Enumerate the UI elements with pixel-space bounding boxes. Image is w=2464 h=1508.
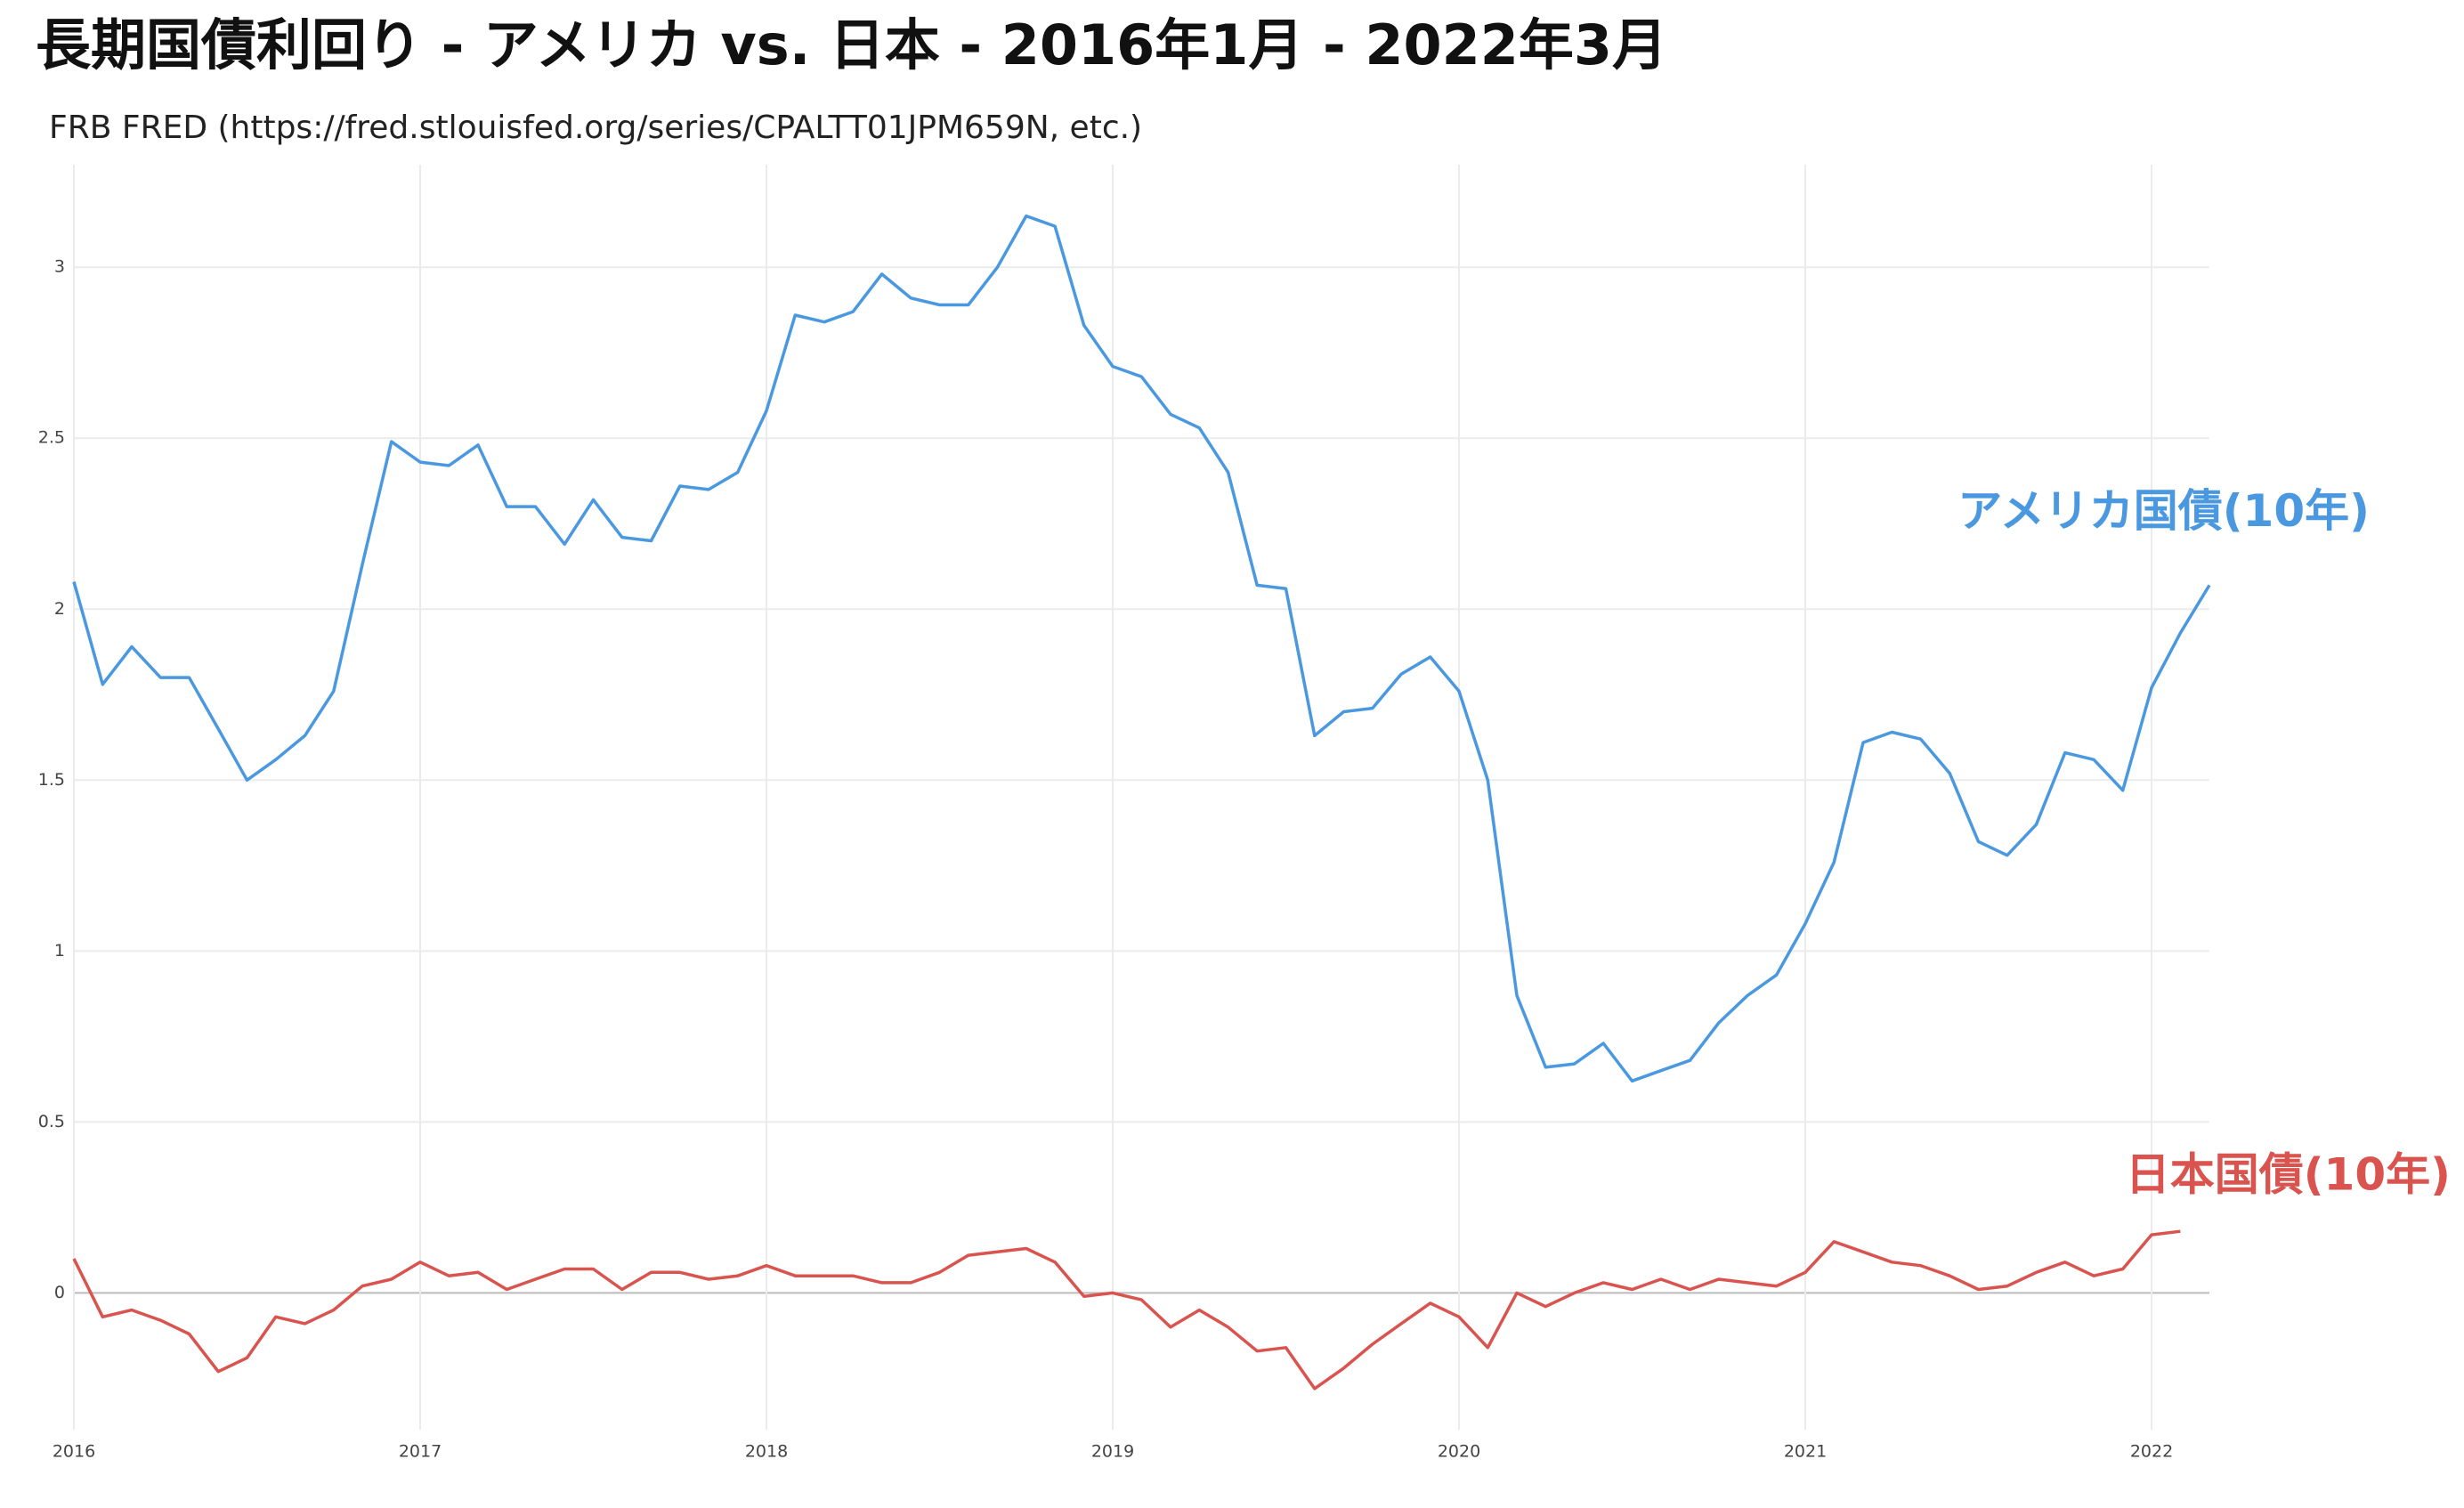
x-tick-label: 2016 xyxy=(53,1442,95,1462)
chart-title: 長期国債利回り - アメリカ vs. 日本 - 2016年1月 - 2022年3… xyxy=(36,12,1667,77)
series-label: アメリカ国債(10年) xyxy=(1957,485,2370,537)
series-line xyxy=(72,1229,2181,1390)
x-tick-label: 2020 xyxy=(1438,1442,1480,1462)
y-tick-label: 1 xyxy=(54,941,65,961)
x-tick-label: 2021 xyxy=(1784,1442,1827,1462)
y-tick-label: 0.5 xyxy=(38,1112,65,1131)
y-tick-label: 1.5 xyxy=(38,770,65,790)
y-tick-label: 2.5 xyxy=(38,428,65,448)
y-tick-label: 0 xyxy=(54,1283,65,1302)
x-tick-label: 2019 xyxy=(1091,1442,1134,1462)
series-line xyxy=(72,214,2211,1083)
x-tick-label: 2022 xyxy=(2130,1442,2173,1462)
series-label: 日本国債(10年) xyxy=(2126,1149,2451,1201)
y-tick-label: 2 xyxy=(54,599,65,619)
chart-subtitle: FRB FRED (https://fred.stlouisfed.org/se… xyxy=(49,109,1142,146)
x-tick-label: 2017 xyxy=(399,1442,442,1462)
y-tick-label: 3 xyxy=(54,257,65,277)
x-tick-label: 2018 xyxy=(745,1442,788,1462)
